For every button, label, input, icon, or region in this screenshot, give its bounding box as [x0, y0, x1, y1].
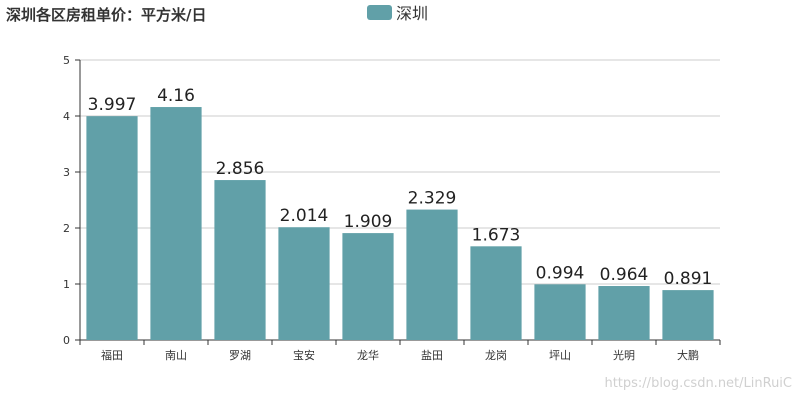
- bar[interactable]: [150, 107, 202, 340]
- bar[interactable]: [598, 286, 650, 340]
- chart-title: 深圳各区房租单价：平方米/日: [6, 6, 206, 24]
- data-label: 2.329: [408, 189, 457, 209]
- y-tick-label: 5: [63, 54, 70, 67]
- legend[interactable]: 深圳: [367, 4, 428, 23]
- data-label: 3.997: [88, 95, 137, 115]
- data-label: 1.909: [344, 212, 393, 232]
- x-tick-label: 福田: [101, 348, 123, 362]
- y-axis: 0 1 2 3 4 5: [63, 54, 81, 347]
- x-tick-label: 龙华: [357, 348, 379, 362]
- y-tick-label: 2: [63, 222, 70, 235]
- y-tick-label: 3: [63, 166, 70, 179]
- x-tick-label: 坪山: [549, 349, 571, 362]
- bar[interactable]: [406, 209, 458, 340]
- legend-label: 深圳: [396, 4, 428, 23]
- x-tick-label: 南山: [165, 349, 187, 362]
- x-tick-label: 龙岗: [485, 349, 507, 362]
- bar[interactable]: [86, 116, 138, 340]
- watermark: https://blog.csdn.net/LinRuiC: [604, 376, 792, 391]
- x-tick-label: 大鹏: [677, 348, 699, 362]
- bar[interactable]: [534, 284, 586, 340]
- bar[interactable]: [470, 246, 522, 340]
- bar[interactable]: [278, 227, 330, 340]
- legend-swatch: [367, 5, 392, 20]
- y-tick-label: 0: [63, 334, 70, 347]
- y-tick-label: 4: [63, 110, 70, 123]
- data-label: 2.014: [280, 206, 329, 226]
- data-label: 0.964: [600, 265, 649, 285]
- bars: [86, 107, 714, 340]
- data-label: 0.891: [664, 269, 713, 289]
- x-tick-label: 罗湖: [229, 349, 251, 362]
- data-labels: 3.997 4.16 2.856 2.014 1.909 2.329 1.673 0.994 0…: [88, 86, 713, 289]
- bar[interactable]: [214, 180, 266, 340]
- bar[interactable]: [662, 290, 714, 340]
- data-label: 0.994: [536, 263, 585, 283]
- y-tick-label: 1: [63, 278, 70, 291]
- x-tick-label: 宝安: [293, 348, 315, 362]
- data-label: 4.16: [157, 86, 195, 106]
- bar[interactable]: [342, 233, 394, 340]
- data-label: 2.856: [216, 159, 265, 179]
- x-axis: 福田 南山 罗湖 宝安 龙华 盐田 龙岗 坪山 光明 大鹏: [79, 339, 721, 362]
- data-label: 1.673: [472, 225, 521, 245]
- x-tick-label: 盐田: [421, 349, 443, 362]
- x-tick-label: 光明: [613, 348, 635, 362]
